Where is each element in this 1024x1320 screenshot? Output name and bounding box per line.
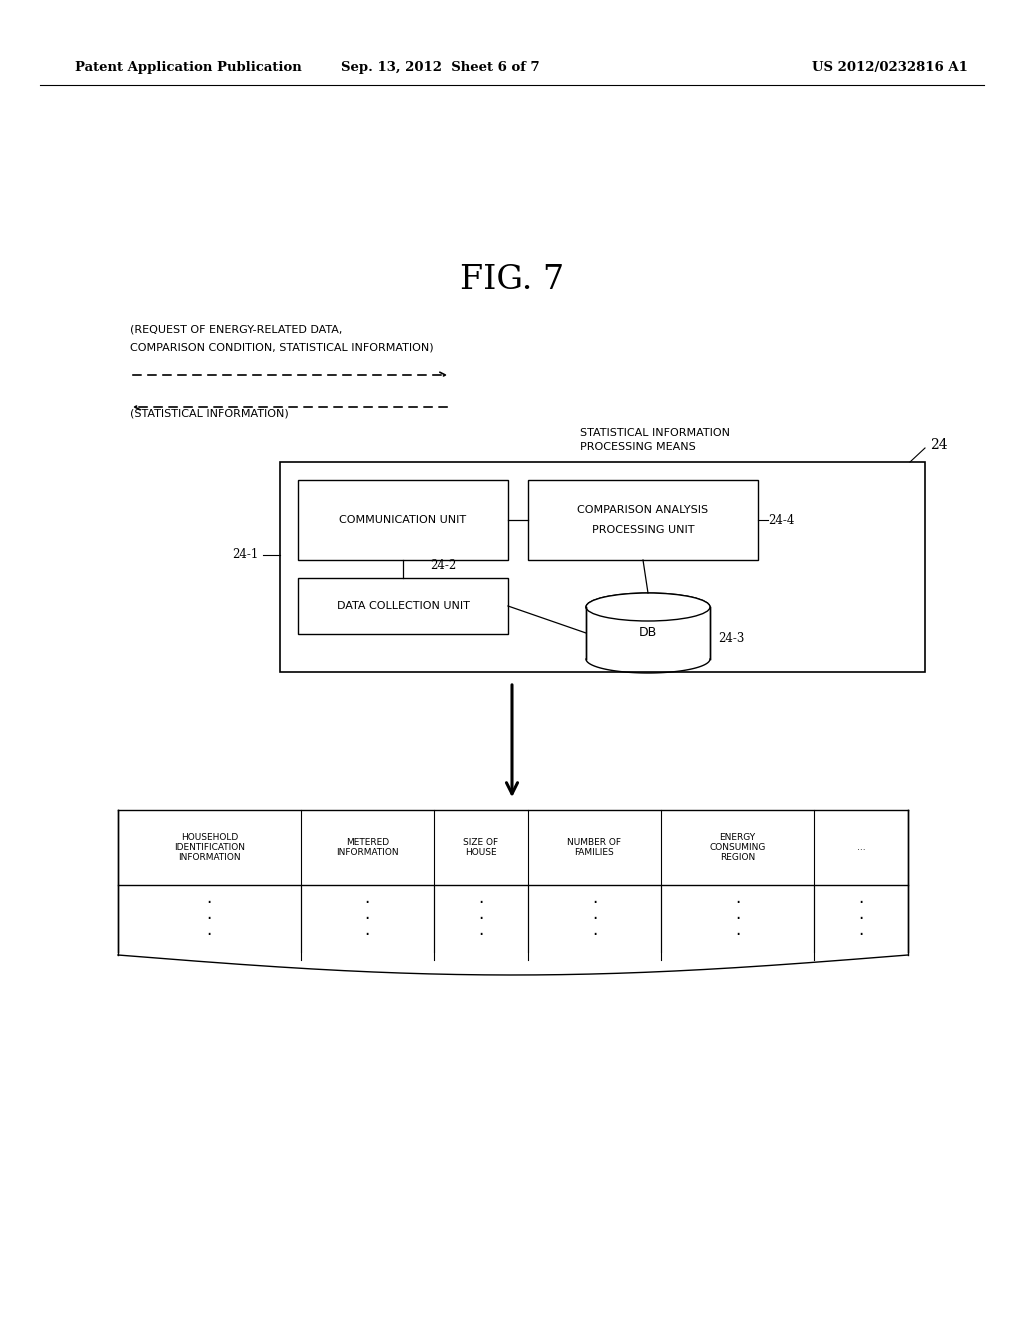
Text: DB: DB: [639, 627, 657, 639]
Text: ·: ·: [592, 927, 597, 944]
Bar: [586, 607, 710, 659]
Text: STATISTICAL INFORMATION: STATISTICAL INFORMATION: [580, 428, 730, 438]
Text: ·: ·: [478, 909, 483, 928]
Text: NUMBER OF
FAMILIES: NUMBER OF FAMILIES: [567, 838, 622, 857]
Text: ·: ·: [735, 894, 740, 912]
Text: 24-3: 24-3: [718, 631, 744, 644]
Ellipse shape: [586, 593, 710, 620]
Text: 24-4: 24-4: [768, 513, 795, 527]
Text: ·: ·: [592, 894, 597, 912]
Bar: [280, 462, 925, 672]
Text: Sep. 13, 2012  Sheet 6 of 7: Sep. 13, 2012 Sheet 6 of 7: [341, 62, 540, 74]
Text: ·: ·: [207, 894, 212, 912]
Text: ·: ·: [858, 894, 863, 912]
Text: ...: ...: [857, 843, 865, 851]
Text: ·: ·: [858, 927, 863, 944]
Text: 24: 24: [930, 438, 947, 451]
Text: ENERGY
CONSUMING
REGION: ENERGY CONSUMING REGION: [710, 833, 766, 862]
Bar: [116, 953, 910, 987]
Text: COMPARISON CONDITION, STATISTICAL INFORMATION): COMPARISON CONDITION, STATISTICAL INFORM…: [130, 342, 433, 352]
Text: PROCESSING MEANS: PROCESSING MEANS: [580, 442, 695, 451]
Text: ·: ·: [735, 909, 740, 928]
Text: SIZE OF
HOUSE: SIZE OF HOUSE: [463, 838, 499, 857]
Ellipse shape: [586, 593, 710, 620]
Bar: [298, 480, 508, 560]
Text: COMMUNICATION UNIT: COMMUNICATION UNIT: [339, 515, 467, 525]
Bar: [298, 578, 508, 634]
Text: ·: ·: [365, 894, 370, 912]
Text: ·: ·: [592, 909, 597, 928]
Text: (STATISTICAL INFORMATION): (STATISTICAL INFORMATION): [130, 408, 289, 418]
Text: FIG. 7: FIG. 7: [460, 264, 564, 296]
Text: ·: ·: [478, 894, 483, 912]
Text: US 2012/0232816 A1: US 2012/0232816 A1: [812, 62, 968, 74]
Text: DATA COLLECTION UNIT: DATA COLLECTION UNIT: [337, 601, 469, 611]
Text: ·: ·: [207, 909, 212, 928]
Bar: [528, 480, 758, 560]
Text: ·: ·: [735, 927, 740, 944]
Text: ·: ·: [365, 909, 370, 928]
Text: COMPARISON ANALYSIS: COMPARISON ANALYSIS: [578, 506, 709, 515]
Text: 24-2: 24-2: [430, 558, 457, 572]
Text: Patent Application Publication: Patent Application Publication: [75, 62, 302, 74]
Text: METERED
INFORMATION: METERED INFORMATION: [336, 838, 398, 857]
Text: 24-1: 24-1: [231, 549, 258, 561]
Text: ·: ·: [207, 927, 212, 944]
Text: (REQUEST OF ENERGY-RELATED DATA,: (REQUEST OF ENERGY-RELATED DATA,: [130, 325, 342, 335]
Text: ·: ·: [478, 927, 483, 944]
Text: ·: ·: [858, 909, 863, 928]
Text: ·: ·: [365, 927, 370, 944]
Text: PROCESSING UNIT: PROCESSING UNIT: [592, 525, 694, 535]
Text: HOUSEHOLD
IDENTIFICATION
INFORMATION: HOUSEHOLD IDENTIFICATION INFORMATION: [174, 833, 245, 862]
